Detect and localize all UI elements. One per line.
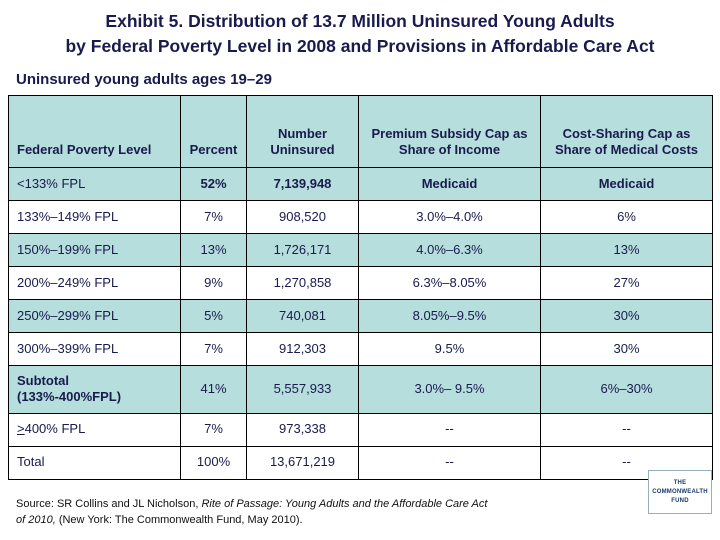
column-header-fpl: Federal Poverty Level [8, 95, 181, 168]
cell-premium-subsidy: 3.0%– 9.5% [358, 365, 541, 414]
table-row: 250%–299% FPL 5% 740,081 8.05%–9.5% 30% [8, 299, 713, 333]
source-prefix: Source: SR Collins and JL Nicholson, [16, 498, 202, 511]
table-row: 150%–199% FPL 13% 1,726,171 4.0%–6.3% 13% [8, 233, 713, 267]
cell-percent: 9% [180, 266, 247, 300]
cell-premium-subsidy: -- [358, 412, 541, 447]
table-row: <133% FPL 52% 7,139,948 Medicaid Medicaid [8, 167, 713, 201]
slide-title-line1: Exhibit 5. Distribution of 13.7 Million … [105, 11, 615, 31]
cell-percent: 7% [180, 332, 247, 366]
cell-cost-sharing: Medicaid [540, 167, 713, 201]
cell-fpl: Subtotal (133%-400%FPL) [8, 365, 181, 414]
cell-premium-subsidy: 4.0%–6.3% [358, 233, 541, 267]
cell-percent: 41% [180, 365, 247, 414]
cell-number: 1,726,171 [246, 233, 359, 267]
cell-percent: 100% [180, 445, 247, 480]
cell-premium-subsidy: 3.0%–4.0% [358, 200, 541, 234]
cell-number: 912,303 [246, 332, 359, 366]
cell-number: 973,338 [246, 412, 359, 447]
slide-title-line2: by Federal Poverty Level in 2008 and Pro… [65, 35, 655, 56]
cell-number: 740,081 [246, 299, 359, 333]
source-title-italic: Rite of Passage: Young Adults and the Af… [16, 498, 488, 526]
cell-number: 5,557,933 [246, 365, 359, 414]
cell-cost-sharing: 30% [540, 332, 713, 366]
cell-fpl: >400% FPL [8, 412, 181, 447]
slide-title: Exhibit 5. Distribution of 13.7 Million … [0, 0, 720, 58]
cell-fpl: 250%–299% FPL [8, 299, 181, 333]
cell-fpl: 150%–199% FPL [8, 233, 181, 267]
logo-line3: FUND [671, 497, 689, 504]
cell-cost-sharing: 13% [540, 233, 713, 267]
column-header-number: Number Uninsured [246, 95, 359, 168]
cell-premium-subsidy: -- [358, 445, 541, 480]
logo-line2: COMMONWEALTH [652, 488, 708, 495]
table-row: 200%–249% FPL 9% 1,270,858 6.3%–8.05% 27% [8, 266, 713, 300]
cell-cost-sharing: -- [540, 412, 713, 447]
column-header-percent: Percent [180, 95, 247, 168]
cell-fpl: 200%–249% FPL [8, 266, 181, 300]
table-row: Subtotal (133%-400%FPL) 41% 5,557,933 3.0%–… [8, 365, 713, 414]
cell-percent: 7% [180, 200, 247, 234]
table-body: <133% FPL 52% 7,139,948 Medicaid Medicaid 133… [8, 167, 713, 480]
cell-fpl: 133%–149% FPL [8, 200, 181, 234]
cell-fpl: Total [8, 445, 181, 480]
cell-premium-subsidy: 8.05%–9.5% [358, 299, 541, 333]
cell-number: 13,671,219 [246, 445, 359, 480]
poverty-level-table: Federal Poverty Level Percent Number Uni… [8, 95, 713, 480]
table-row: 133%–149% FPL 7% 908,520 3.0%–4.0% 6% [8, 200, 713, 234]
column-header-premium-subsidy: Premium Subsidy Cap as Share of Income [358, 95, 541, 168]
table-row: 300%–399% FPL 7% 912,303 9.5% 30% [8, 332, 713, 366]
cell-fpl: 300%–399% FPL [8, 332, 181, 366]
table-header-row: Federal Poverty Level Percent Number Uni… [8, 95, 713, 168]
cell-number: 7,139,948 [246, 167, 359, 201]
cell-percent: 5% [180, 299, 247, 333]
table-row: Total 100% 13,671,219 -- -- [8, 445, 713, 480]
cell-premium-subsidy: Medicaid [358, 167, 541, 201]
commonwealth-fund-logo: THE COMMONWEALTH FUND [648, 470, 712, 514]
cell-percent: 13% [180, 233, 247, 267]
source-note: Source: SR Collins and JL Nicholson, Rit… [16, 497, 496, 528]
cell-premium-subsidy: 9.5% [358, 332, 541, 366]
cell-cost-sharing: 6% [540, 200, 713, 234]
slide-subtitle: Uninsured young adults ages 19–29 [16, 71, 272, 88]
cell-number: 1,270,858 [246, 266, 359, 300]
cell-cost-sharing: 27% [540, 266, 713, 300]
source-suffix: (New York: The Commonwealth Fund, May 20… [55, 513, 303, 526]
cell-percent: 7% [180, 412, 247, 447]
cell-cost-sharing: 30% [540, 299, 713, 333]
cell-cost-sharing: 6%–30% [540, 365, 713, 414]
logo-line1: THE [673, 479, 687, 486]
cell-premium-subsidy: 6.3%–8.05% [358, 266, 541, 300]
cell-percent: 52% [180, 167, 247, 201]
table-row: >400% FPL 7% 973,338 -- -- [8, 412, 713, 447]
column-header-cost-sharing: Cost-Sharing Cap as Share of Medical Cos… [540, 95, 713, 168]
cell-number: 908,520 [246, 200, 359, 234]
cell-fpl: <133% FPL [8, 167, 181, 201]
